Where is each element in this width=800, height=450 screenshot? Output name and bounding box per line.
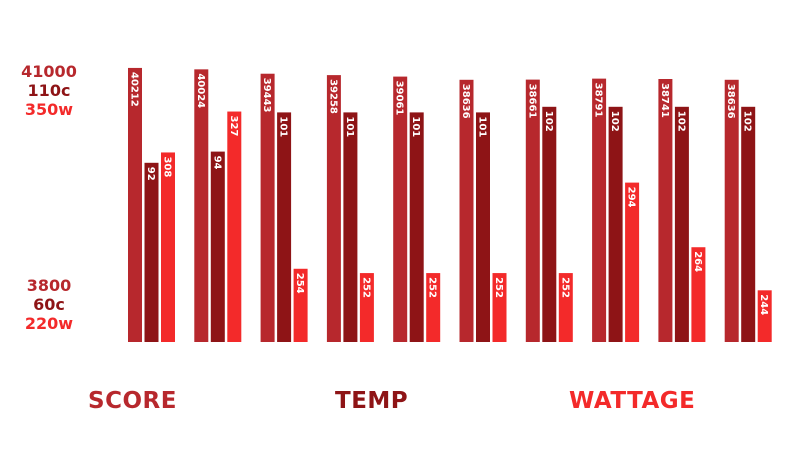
bar-label-wattage-9: 264: [692, 251, 703, 272]
y-axis-top-score: 41000: [21, 62, 77, 81]
bar-label-score-2: 40024: [195, 73, 206, 108]
bar-label-temp-3: 101: [278, 116, 289, 137]
bar-score-1: [128, 67, 142, 342]
bar-score-10: [724, 79, 739, 342]
bar-label-temp-1: 92: [145, 167, 156, 181]
bar-label-wattage-5: 252: [427, 277, 438, 298]
bar-label-temp-9: 102: [675, 111, 686, 132]
bar-score-5: [393, 76, 408, 342]
bar-label-wattage-7: 252: [559, 277, 570, 298]
bar-score-6: [459, 79, 474, 342]
bar-wattage-4: [359, 273, 374, 342]
bar-wattage-1: [161, 152, 175, 342]
bar-label-wattage-1: 308: [162, 156, 173, 177]
bar-score-7: [525, 79, 540, 342]
bar-label-score-5: 39061: [394, 81, 405, 116]
bar-label-temp-10: 102: [742, 111, 753, 132]
bar-wattage-7: [558, 273, 573, 342]
bar-label-score-1: 40212: [129, 72, 140, 107]
y-axis-top-temp: 110c: [27, 81, 71, 100]
bar-score-8: [592, 78, 607, 342]
bar-label-temp-5: 101: [410, 116, 421, 137]
legend-score: SCORE: [88, 388, 177, 414]
bar-label-score-9: 38741: [659, 83, 670, 118]
bar-wattage-2: [227, 111, 242, 343]
bar-score-3: [260, 73, 275, 342]
bar-label-wattage-2: 327: [228, 116, 239, 137]
bar-label-temp-6: 101: [477, 116, 488, 137]
bar-temp-9: [674, 106, 689, 342]
y-axis-bottom-wattage: 220w: [24, 314, 74, 333]
legend-wattage: WATTAGE: [569, 388, 696, 414]
bar-label-score-4: 39258: [327, 79, 338, 114]
bar-wattage-6: [492, 273, 507, 342]
y-axis-bottom-score: 3800: [26, 276, 72, 295]
bar-label-score-8: 38791: [593, 83, 604, 118]
bar-wattage-8: [625, 182, 640, 342]
bar-label-wattage-8: 294: [626, 187, 637, 208]
bar-score-4: [326, 75, 341, 343]
bar-label-temp-8: 102: [609, 111, 620, 132]
bar-temp-3: [277, 112, 292, 343]
bar-label-wattage-10: 244: [758, 294, 769, 315]
bar-temp-6: [476, 112, 490, 343]
bar-label-temp-7: 102: [543, 111, 554, 132]
bar-score-2: [194, 69, 209, 342]
bar-label-score-6: 38636: [460, 84, 471, 119]
bar-temp-5: [409, 112, 424, 343]
bar-temp-7: [542, 106, 557, 342]
bar-label-temp-2: 94: [211, 156, 222, 170]
legend-temp: TEMP: [335, 388, 409, 414]
bar-temp-2: [210, 151, 225, 342]
bar-wattage-10: [757, 290, 772, 342]
y-axis-top-wattage: 350w: [24, 100, 74, 119]
bar-temp-10: [741, 106, 756, 342]
bar-label-score-10: 38636: [725, 84, 736, 119]
bar-wattage-9: [691, 247, 706, 342]
bar-wattage-3: [293, 268, 308, 342]
y-axis-bottom-labels: 3800 60c 220w: [4, 276, 94, 333]
bar-label-wattage-4: 252: [360, 277, 371, 298]
bar-wattage-5: [426, 273, 441, 342]
bar-temp-1: [144, 162, 159, 342]
bar-temp-8: [608, 106, 623, 342]
bar-label-temp-4: 101: [344, 116, 355, 137]
y-axis-top-labels: 41000 110c 350w: [4, 62, 94, 119]
bar-label-wattage-3: 254: [294, 273, 305, 294]
y-axis-bottom-temp: 60c: [33, 295, 65, 314]
bar-score-9: [658, 79, 673, 342]
bar-label-score-3: 39443: [261, 78, 272, 113]
bar-temp-4: [343, 112, 358, 343]
bar-label-score-7: 38661: [526, 84, 537, 119]
bar-label-wattage-6: 252: [493, 277, 504, 298]
